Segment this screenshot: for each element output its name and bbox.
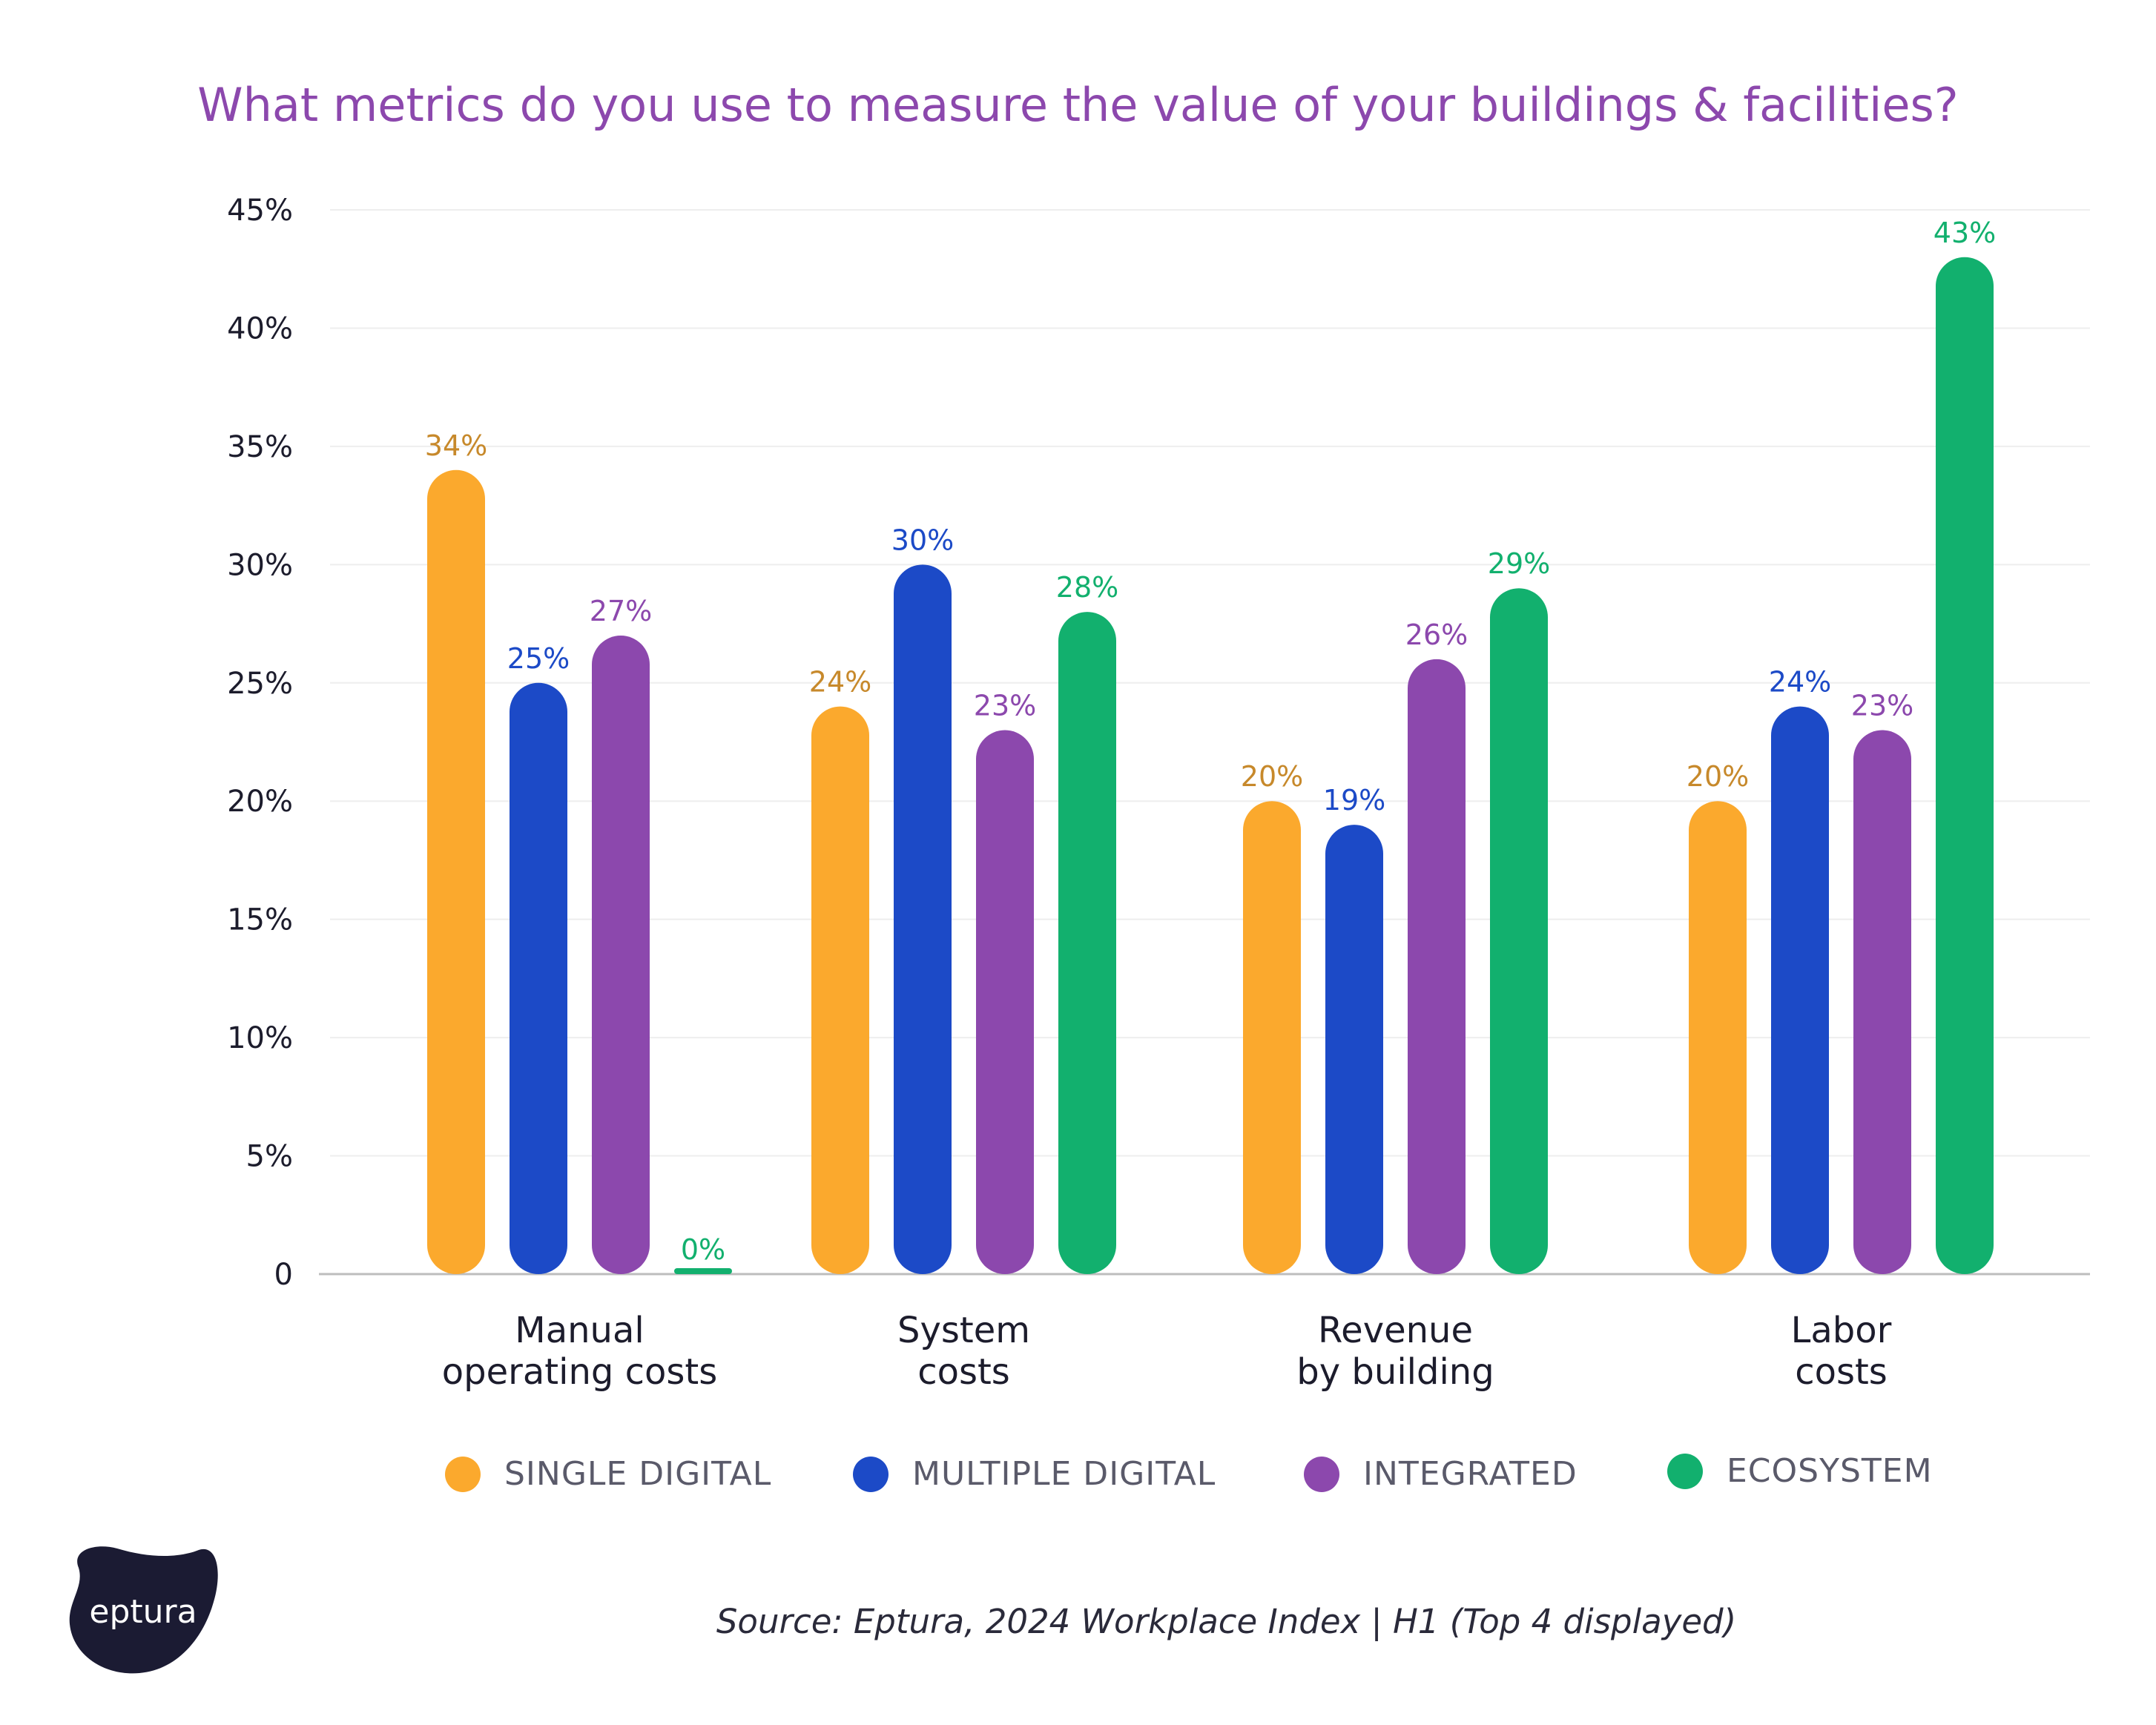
bar <box>674 1268 732 1274</box>
x-tick-label: by building <box>1296 1351 1494 1393</box>
legend-item-multiple-digital: MULTIPLE DIGITAL <box>853 1455 1216 1493</box>
data-label: 23% <box>974 690 1036 722</box>
data-label: 43% <box>1934 217 1996 249</box>
x-tick-label: Revenue <box>1318 1310 1473 1351</box>
legend-swatch-single-digital <box>445 1456 481 1492</box>
bar <box>811 706 869 1274</box>
y-tick-label: 40% <box>227 311 293 346</box>
legend-item-ecosystem: ECOSYSTEM <box>1667 1452 1933 1490</box>
data-label: 24% <box>809 666 871 699</box>
bars <box>427 257 1994 1274</box>
data-label: 34% <box>425 429 487 462</box>
y-tick-label: 15% <box>227 903 293 937</box>
y-tick-label: 20% <box>227 785 293 819</box>
chart-title: What metrics do you use to measure the v… <box>197 78 1959 132</box>
legend: SINGLE DIGITAL MULTIPLE DIGITAL INTEGRAT… <box>0 1452 2156 1522</box>
eptura-logo: eptura <box>69 1546 218 1674</box>
data-label: 20% <box>1687 760 1749 793</box>
bar <box>1689 801 1747 1274</box>
legend-label-single-digital: SINGLE DIGITAL <box>504 1455 772 1493</box>
legend-label-multiple-digital: MULTIPLE DIGITAL <box>912 1455 1216 1493</box>
y-tick-label: 35% <box>227 430 293 464</box>
data-label: 23% <box>1851 690 1913 722</box>
bar <box>1936 257 1994 1274</box>
x-tick-label: costs <box>917 1351 1010 1393</box>
y-tick-label: 30% <box>227 548 293 582</box>
bar <box>1243 801 1301 1274</box>
data-label: 25% <box>507 642 570 675</box>
bar <box>1058 612 1116 1274</box>
data-label: 29% <box>1488 547 1550 580</box>
y-tick-label: 0 <box>274 1258 293 1292</box>
x-tick-label: costs <box>1795 1351 1888 1393</box>
x-tick-label: Labor <box>1791 1310 1892 1351</box>
data-label: 28% <box>1056 571 1118 604</box>
bar <box>1490 588 1548 1274</box>
bar <box>427 469 485 1274</box>
bar <box>894 564 952 1274</box>
legend-swatch-ecosystem <box>1667 1453 1703 1489</box>
x-tick-label: Manual <box>515 1310 644 1351</box>
y-axis: 0 5% 10% 15% 20% 25% 30% 35% 40% 45% <box>227 194 293 1292</box>
logo-blob <box>69 1546 218 1674</box>
data-label: 19% <box>1323 784 1385 817</box>
data-label: 30% <box>891 524 954 556</box>
legend-label-ecosystem: ECOSYSTEM <box>1727 1452 1933 1490</box>
bar <box>510 682 567 1274</box>
bar <box>976 730 1034 1274</box>
bar <box>1853 730 1911 1274</box>
legend-label-integrated: INTEGRATED <box>1363 1455 1578 1493</box>
bar <box>1325 825 1383 1274</box>
legend-item-single-digital: SINGLE DIGITAL <box>445 1455 771 1493</box>
data-label: 26% <box>1405 619 1468 651</box>
data-label: 27% <box>590 595 652 627</box>
bar <box>1771 706 1829 1274</box>
bar <box>1408 659 1466 1274</box>
data-label: 20% <box>1241 760 1303 793</box>
y-tick-label: 25% <box>227 667 293 701</box>
legend-swatch-multiple-digital <box>853 1456 889 1492</box>
legend-item-integrated: INTEGRATED <box>1304 1455 1578 1493</box>
x-tick-label: System <box>897 1310 1030 1351</box>
y-tick-label: 10% <box>227 1021 293 1055</box>
data-labels: 34% 24% 20% 20% 25% 30% 19% 24% 27% 23% 26% 23% 0% 28… <box>425 217 1996 1266</box>
y-tick-label: 5% <box>246 1140 293 1174</box>
legend-swatch-integrated <box>1304 1456 1339 1492</box>
logo-text: eptura <box>89 1593 197 1631</box>
source-note: Source: Eptura, 2024 Workplace Index | H… <box>716 1602 1737 1641</box>
data-label: 0% <box>681 1233 725 1266</box>
x-tick-label: operating costs <box>442 1351 717 1393</box>
data-label: 24% <box>1769 666 1831 699</box>
y-tick-label: 45% <box>227 194 293 228</box>
bar <box>592 636 650 1274</box>
